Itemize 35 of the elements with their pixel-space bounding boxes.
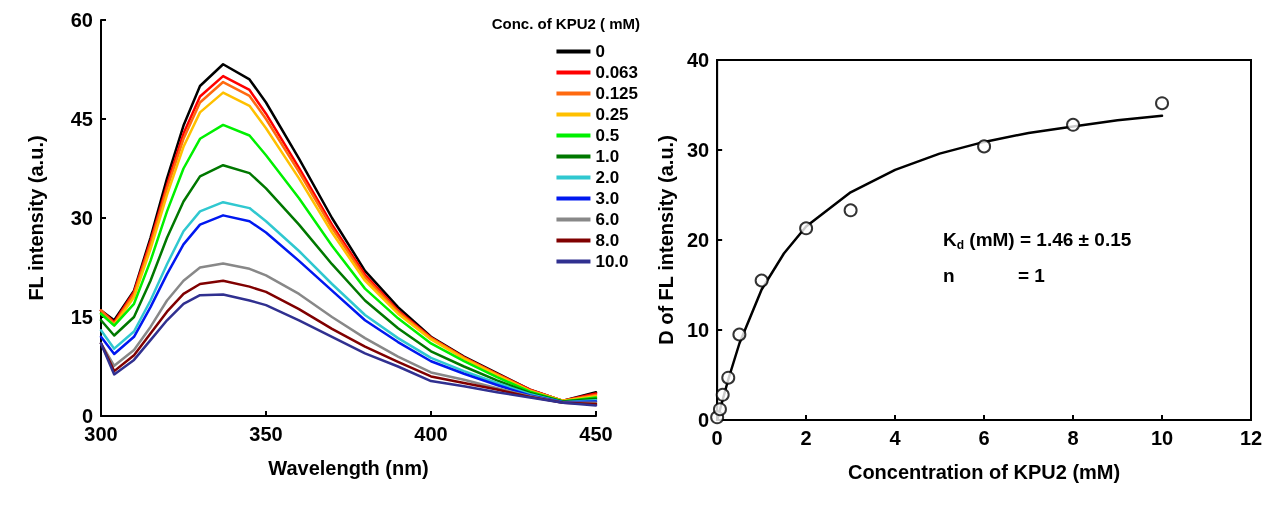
x-tick-label: 6 (978, 427, 990, 449)
y-tick-label: 30 (686, 139, 710, 161)
legend-label: 0.25 (595, 105, 629, 124)
y-tick-label: 10 (686, 319, 710, 341)
legend-label: 0 (595, 42, 605, 61)
legend-label: 0.125 (595, 84, 639, 103)
legend-label: 1.0 (595, 147, 620, 166)
y-tick-label: 30 (70, 207, 93, 229)
legend-label: 0.5 (595, 126, 620, 145)
x-axis-title: Wavelength (nm) (268, 457, 429, 479)
y-tick-label: 60 (70, 9, 93, 31)
y-tick-label: 40 (686, 49, 710, 71)
y-axis-title: FL intensity (a.u.) (25, 135, 47, 301)
y-tick-label: 0 (698, 409, 710, 431)
y-axis-title: D of FL intensity (a.u.) (655, 135, 677, 345)
x-tick-label: 450 (579, 423, 613, 445)
legend-label: 6.0 (595, 210, 620, 229)
x-tick-label: 400 (414, 423, 448, 445)
x-tick-label: 2 (800, 427, 812, 449)
y-tick-label: 45 (70, 108, 93, 130)
x-tick-label: 8 (1067, 427, 1079, 449)
x-tick-label: 350 (249, 423, 283, 445)
legend-label: 0.063 (595, 63, 639, 82)
legend-title: Conc. of KPU2 ( mM) (491, 15, 641, 32)
y-tick-label: 15 (70, 306, 93, 328)
annotation: n = 1 (943, 265, 1046, 286)
x-tick-label: 4 (889, 427, 902, 449)
legend-label: 3.0 (595, 189, 620, 208)
x-tick-label: 12 (1239, 427, 1263, 449)
legend-label: 2.0 (595, 168, 620, 187)
legend-label: 8.0 (595, 231, 620, 250)
x-tick-label: 10 (1150, 427, 1174, 449)
legend-label: 10.0 (595, 252, 629, 271)
x-axis-title: Concentration of KPU2 (mM) (847, 461, 1121, 483)
y-tick-label: 20 (686, 229, 710, 251)
